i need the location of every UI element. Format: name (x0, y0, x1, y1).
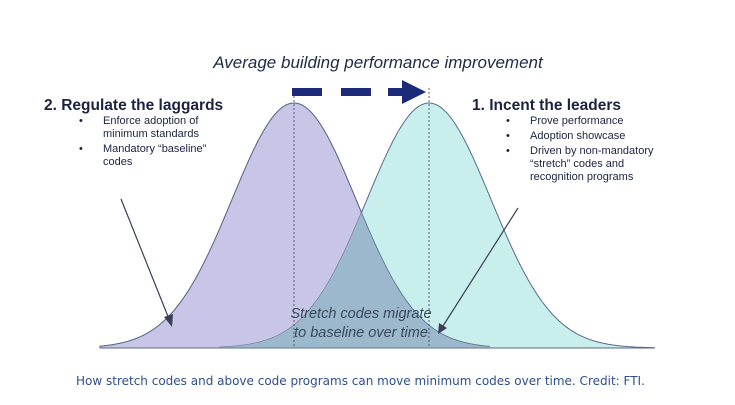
bullet-text: Enforce adoption of (103, 115, 199, 127)
figure-caption: How stretch codes and above code program… (76, 374, 645, 388)
bullet-icon: • (79, 143, 83, 155)
left-pointer-arrow (120, 198, 173, 327)
bullet-text: Prove performance (530, 115, 624, 127)
bullet-text: Driven by non-mandatory (530, 145, 654, 157)
bullet-text: minimum standards (103, 128, 199, 140)
right-heading: 1. Incent the leaders (472, 97, 621, 114)
bullet-text: codes (103, 156, 133, 168)
diagram-title: Average building performance improvement (212, 53, 544, 72)
bullet-icon: • (506, 130, 510, 142)
overlap-label-line-2: to baseline over time (294, 325, 428, 341)
shift-arrow (292, 80, 426, 104)
bullet-icon: • (79, 115, 83, 127)
bullet-text: “stretch” codes and (530, 158, 624, 170)
left-heading: 2. Regulate the laggards (44, 97, 223, 114)
diagram: Average building performance improvement… (44, 53, 656, 349)
bullet-text: recognition programs (530, 171, 634, 183)
bullet-text: Mandatory “baseline” (103, 143, 207, 155)
bullet-icon: • (506, 145, 510, 157)
left-bullet-list: • Enforce adoption of minimum standards … (79, 115, 207, 168)
bullet-icon: • (506, 115, 510, 127)
right-pointer-arrow (438, 207, 519, 334)
right-bullet-list: • Prove performance • Adoption showcase … (506, 115, 654, 183)
left-curve-outline (99, 102, 491, 347)
overlap-label-line-1: Stretch codes migrate (290, 306, 431, 322)
bullet-text: Adoption showcase (530, 130, 625, 142)
